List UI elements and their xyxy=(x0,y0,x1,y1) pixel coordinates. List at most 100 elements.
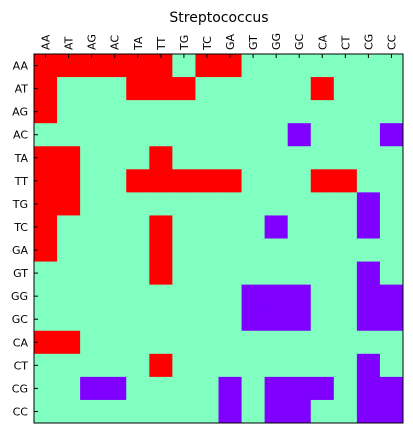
heatmap-cell-GC-TA xyxy=(126,307,150,332)
heatmap-cell-AA-CG xyxy=(356,54,381,78)
heatmap-cell-TG-TA xyxy=(126,192,150,216)
heatmap-cell-CG-GA xyxy=(218,376,242,401)
heatmap-cell-GG-GG xyxy=(264,284,289,309)
heatmap-cell-GG-AA xyxy=(34,284,58,309)
heatmap-cell-AC-CT xyxy=(333,123,358,147)
heatmap-cell-CA-CG xyxy=(356,330,381,355)
x-tick-labels: AA AT AG AC TA TT TG TC GA GT GG GC CA CT CG CC xyxy=(40,33,398,58)
heatmap-cell-CG-AG xyxy=(80,376,104,401)
heatmap-cell-CA-GG xyxy=(264,330,289,355)
heatmap-cell-TT-CT xyxy=(333,169,358,193)
heatmap-cell-CT-TG xyxy=(172,353,196,378)
heatmap-cell-CT-CT xyxy=(333,353,358,378)
heatmap-cell-GC-CA xyxy=(310,307,335,332)
heatmap-cell-TT-CG xyxy=(356,169,381,193)
heatmap-cell-CA-AG xyxy=(80,330,104,355)
heatmap-cell-CC-AG xyxy=(80,399,104,424)
heatmap-cell-CC-GG xyxy=(264,399,289,424)
heatmap-cell-AC-CA xyxy=(310,123,335,147)
heatmap-cell-CT-GA xyxy=(218,353,242,378)
heatmap-cell-AA-CT xyxy=(333,54,358,78)
heatmap-cell-GG-TA xyxy=(126,284,150,309)
heatmap-cell-GT-AA xyxy=(34,261,58,286)
heatmap-cell-AG-AG xyxy=(80,100,104,124)
heatmap-cell-GC-AA xyxy=(34,307,58,332)
heatmap-cell-TA-TA xyxy=(126,146,150,170)
heatmap-cell-TC-AC xyxy=(103,215,127,239)
heatmap-cell-AT-AA xyxy=(34,77,58,101)
heatmap-cell-GC-GT xyxy=(241,307,266,332)
heatmap-cell-GG-GC xyxy=(287,284,312,309)
heatmap-cell-CA-TT xyxy=(149,330,173,355)
heatmap-cell-TG-AA xyxy=(34,192,58,216)
heatmap-cell-CG-TC xyxy=(195,376,219,401)
heatmap-cell-TT-TA xyxy=(126,169,150,193)
heatmap-cells xyxy=(34,54,404,424)
heatmap-cell-TG-GG xyxy=(264,192,289,216)
heatmap-cell-GT-GA xyxy=(218,261,242,286)
heatmap-cell-CT-GT xyxy=(241,353,266,378)
heatmap-cell-GA-CC xyxy=(379,238,404,262)
heatmap-cell-TT-GA xyxy=(218,169,242,193)
heatmap-cell-TT-TG xyxy=(172,169,196,193)
heatmap-cell-TC-CT xyxy=(333,215,358,239)
heatmap-cell-GC-AG xyxy=(80,307,104,332)
heatmap-cell-AC-TT xyxy=(149,123,173,147)
x-tick-label: GC xyxy=(293,33,306,50)
y-tick-label: TT xyxy=(14,175,29,188)
heatmap-cell-GT-GT xyxy=(241,261,266,286)
x-tick-label: AG xyxy=(86,34,99,50)
heatmap-cell-CT-AT xyxy=(57,353,81,378)
heatmap-cell-GA-AT xyxy=(57,238,81,262)
heatmap-cell-TT-GT xyxy=(241,169,266,193)
heatmap-cell-AC-AA xyxy=(34,123,58,147)
heatmap-cell-AG-TA xyxy=(126,100,150,124)
heatmap-cell-GA-CA xyxy=(310,238,335,262)
heatmap-cell-GA-TG xyxy=(172,238,196,262)
heatmap-cell-TA-GA xyxy=(218,146,242,170)
heatmap-cell-AA-AT xyxy=(57,54,81,78)
heatmap-cell-CA-TC xyxy=(195,330,219,355)
heatmap-cell-GG-AG xyxy=(80,284,104,309)
heatmap-cell-AA-AC xyxy=(103,54,127,78)
y-tick-label: GT xyxy=(13,267,28,280)
heatmap-cell-CA-GC xyxy=(287,330,312,355)
heatmap-cell-AC-CG xyxy=(356,123,381,147)
heatmap-cell-AG-TT xyxy=(149,100,173,124)
heatmap-cell-TA-TG xyxy=(172,146,196,170)
heatmap-cell-TA-TC xyxy=(195,146,219,170)
heatmap-cell-GG-GT xyxy=(241,284,266,309)
heatmap-cell-CG-TG xyxy=(172,376,196,401)
heatmap-cell-TC-TT xyxy=(149,215,173,239)
heatmap-cell-CG-GT xyxy=(241,376,266,401)
heatmap-cell-GT-CT xyxy=(333,261,358,286)
heatmap-cell-GT-AT xyxy=(57,261,81,286)
heatmap-cell-TA-GC xyxy=(287,146,312,170)
heatmap-cell-TA-GT xyxy=(241,146,266,170)
heatmap-cell-CC-AA xyxy=(34,399,58,424)
heatmap-cell-TT-AT xyxy=(57,169,81,193)
heatmap-cell-CG-GG xyxy=(264,376,289,401)
y-tick-label: TC xyxy=(13,221,28,234)
heatmap-cell-CG-CC xyxy=(379,376,404,401)
heatmap-cell-GC-TG xyxy=(172,307,196,332)
x-tick-label: TA xyxy=(132,36,145,51)
heatmap-cell-GA-TC xyxy=(195,238,219,262)
heatmap-cell-AC-GT xyxy=(241,123,266,147)
heatmap-cell-CC-TT xyxy=(149,399,173,424)
heatmap-cell-GC-CG xyxy=(356,307,381,332)
heatmap-cell-AG-CA xyxy=(310,100,335,124)
heatmap-cell-TT-AA xyxy=(34,169,58,193)
heatmap-cell-AA-AA xyxy=(34,54,58,78)
heatmap-cell-TG-CA xyxy=(310,192,335,216)
heatmap-cell-CT-CG xyxy=(356,353,381,378)
heatmap-cell-GT-TG xyxy=(172,261,196,286)
x-tick-label: AA xyxy=(40,34,53,50)
heatmap-cell-AG-TG xyxy=(172,100,196,124)
heatmap-cell-CC-TC xyxy=(195,399,219,424)
heatmap-cell-AC-AT xyxy=(57,123,81,147)
heatmap-cell-TA-CC xyxy=(379,146,404,170)
heatmap-cell-TC-GT xyxy=(241,215,266,239)
x-tick-label: AC xyxy=(109,35,122,50)
heatmap-cell-CG-TT xyxy=(149,376,173,401)
